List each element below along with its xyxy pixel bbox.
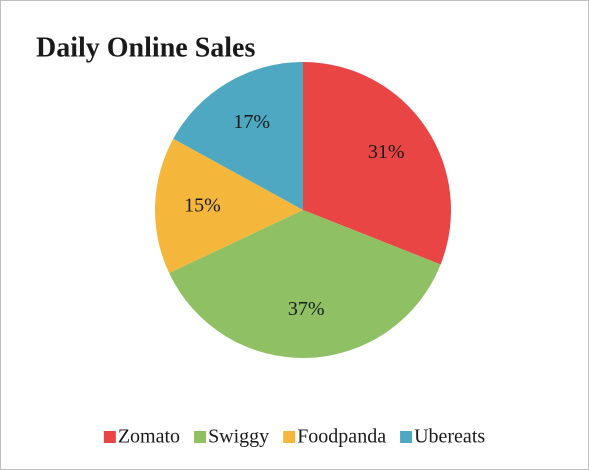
data-label: 15% xyxy=(184,194,221,216)
legend-label: Zomato xyxy=(118,426,180,448)
data-label: 31% xyxy=(368,141,405,163)
legend-swatch xyxy=(194,431,207,443)
legend-label: Ubereats xyxy=(414,426,485,448)
data-label: 17% xyxy=(233,111,270,133)
legend-label: Foodpanda xyxy=(297,426,386,448)
pie-slice xyxy=(173,62,303,210)
pie-slice xyxy=(154,138,303,274)
pie-slice xyxy=(169,210,441,358)
data-label: 37% xyxy=(288,298,325,320)
pie-slice xyxy=(303,62,451,265)
legend-label: Swiggy xyxy=(208,426,269,448)
legend-swatch xyxy=(283,431,296,443)
chart-title: Daily Online Sales xyxy=(36,32,255,63)
legend-swatch xyxy=(103,431,116,443)
legend-swatch xyxy=(400,431,413,443)
